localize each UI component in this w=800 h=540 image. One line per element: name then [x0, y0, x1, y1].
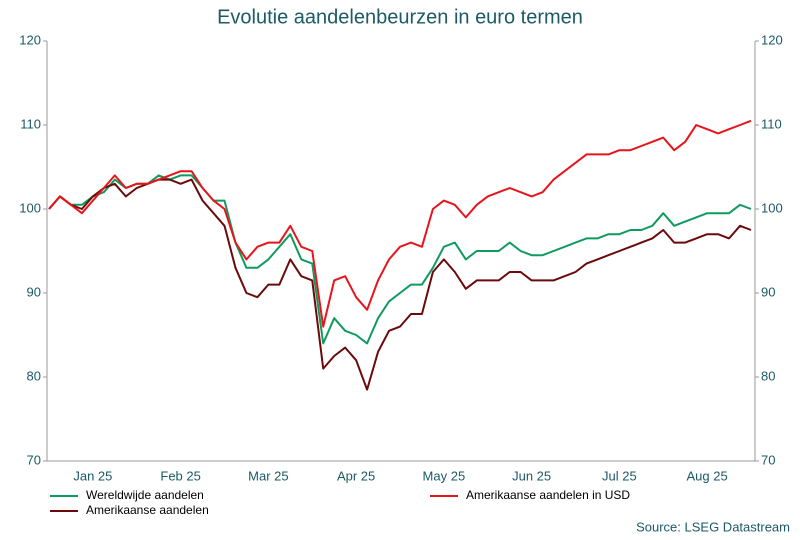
y-tick-label: 90 — [27, 284, 41, 299]
legend-label: Wereldwijde aandelen — [86, 488, 204, 502]
x-tick-label: Jul 25 — [602, 468, 637, 483]
x-tick-label: Feb 25 — [160, 468, 200, 483]
x-tick-label: Jan 25 — [73, 468, 112, 483]
x-tick-label: May 25 — [423, 468, 466, 483]
y2-tick-label: 120 — [761, 32, 783, 47]
y2-tick-label: 90 — [761, 284, 775, 299]
y-tick-label: 80 — [27, 368, 41, 383]
y2-tick-label: 100 — [761, 200, 783, 215]
y2-tick-label: 70 — [761, 452, 775, 467]
x-tick-label: Apr 25 — [337, 468, 375, 483]
legend-label: Amerikaanse aandelen in USD — [466, 488, 630, 502]
y2-tick-label: 80 — [761, 368, 775, 383]
y2-tick-label: 110 — [761, 116, 782, 131]
source: Source: LSEG Datastream — [636, 519, 790, 534]
line — [48, 174, 752, 345]
y-tick-label: 70 — [27, 452, 41, 467]
y-tick-label: 110 — [20, 116, 41, 131]
x-tick-label: Jun 25 — [512, 468, 551, 483]
x-tick-label: Aug 25 — [687, 468, 728, 483]
y-tick-label: 120 — [19, 32, 41, 47]
chart-title: Evolutie aandelenbeurzen in euro termen — [217, 6, 583, 28]
x-tick-label: Mar 25 — [248, 468, 288, 483]
line — [48, 119, 752, 328]
y-tick-label: 100 — [19, 200, 41, 215]
line — [48, 178, 752, 391]
legend-label: Amerikaanse aandelen — [86, 503, 209, 517]
